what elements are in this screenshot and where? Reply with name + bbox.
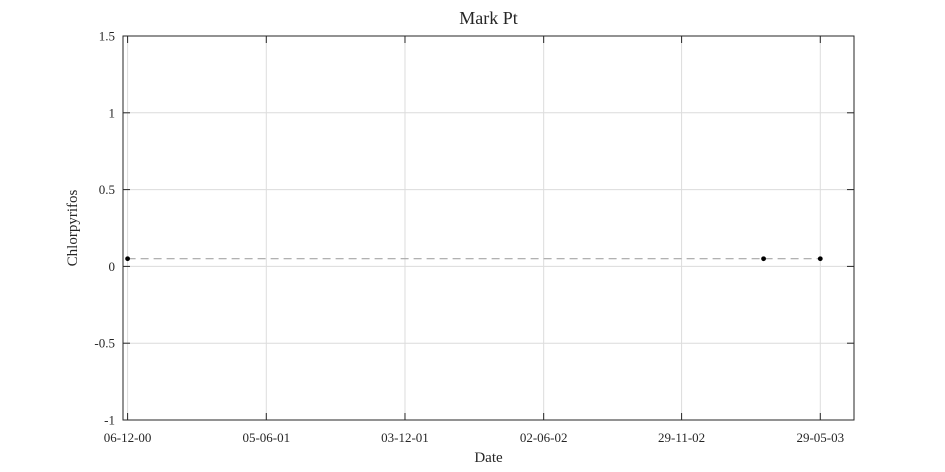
y-tick-label: 1.5	[99, 29, 115, 44]
data-point	[125, 256, 130, 262]
x-axis-label: Date	[474, 450, 503, 466]
x-tick-label: 06-12-00	[104, 430, 152, 445]
x-tick-label: 03-12-01	[381, 430, 429, 445]
x-tick-label: 29-05-03	[796, 430, 844, 445]
x-tick-label: 05-06-01	[242, 430, 290, 445]
y-axis-label: Chlorpyrifos	[65, 190, 81, 267]
y-tick-label: 1	[109, 105, 116, 120]
x-tick-label: 02-06-02	[520, 430, 568, 445]
chart-title: Mark Pt	[459, 8, 518, 28]
plot-background	[123, 36, 854, 420]
data-point	[761, 256, 766, 262]
data-point	[817, 256, 823, 262]
label-layer: 06-12-00 05-06-01 03-12-01 02-06-02 29-11-02…	[94, 29, 844, 446]
y-tick-label: 0.5	[99, 182, 115, 197]
x-tick-label: 29-11-02	[658, 430, 705, 445]
y-tick-label: -0.5	[94, 336, 115, 351]
series-layer	[125, 256, 823, 262]
y-tick-label: 0	[109, 259, 116, 274]
plot-frame	[122, 35, 855, 421]
y-tick-label: -1	[104, 413, 115, 428]
